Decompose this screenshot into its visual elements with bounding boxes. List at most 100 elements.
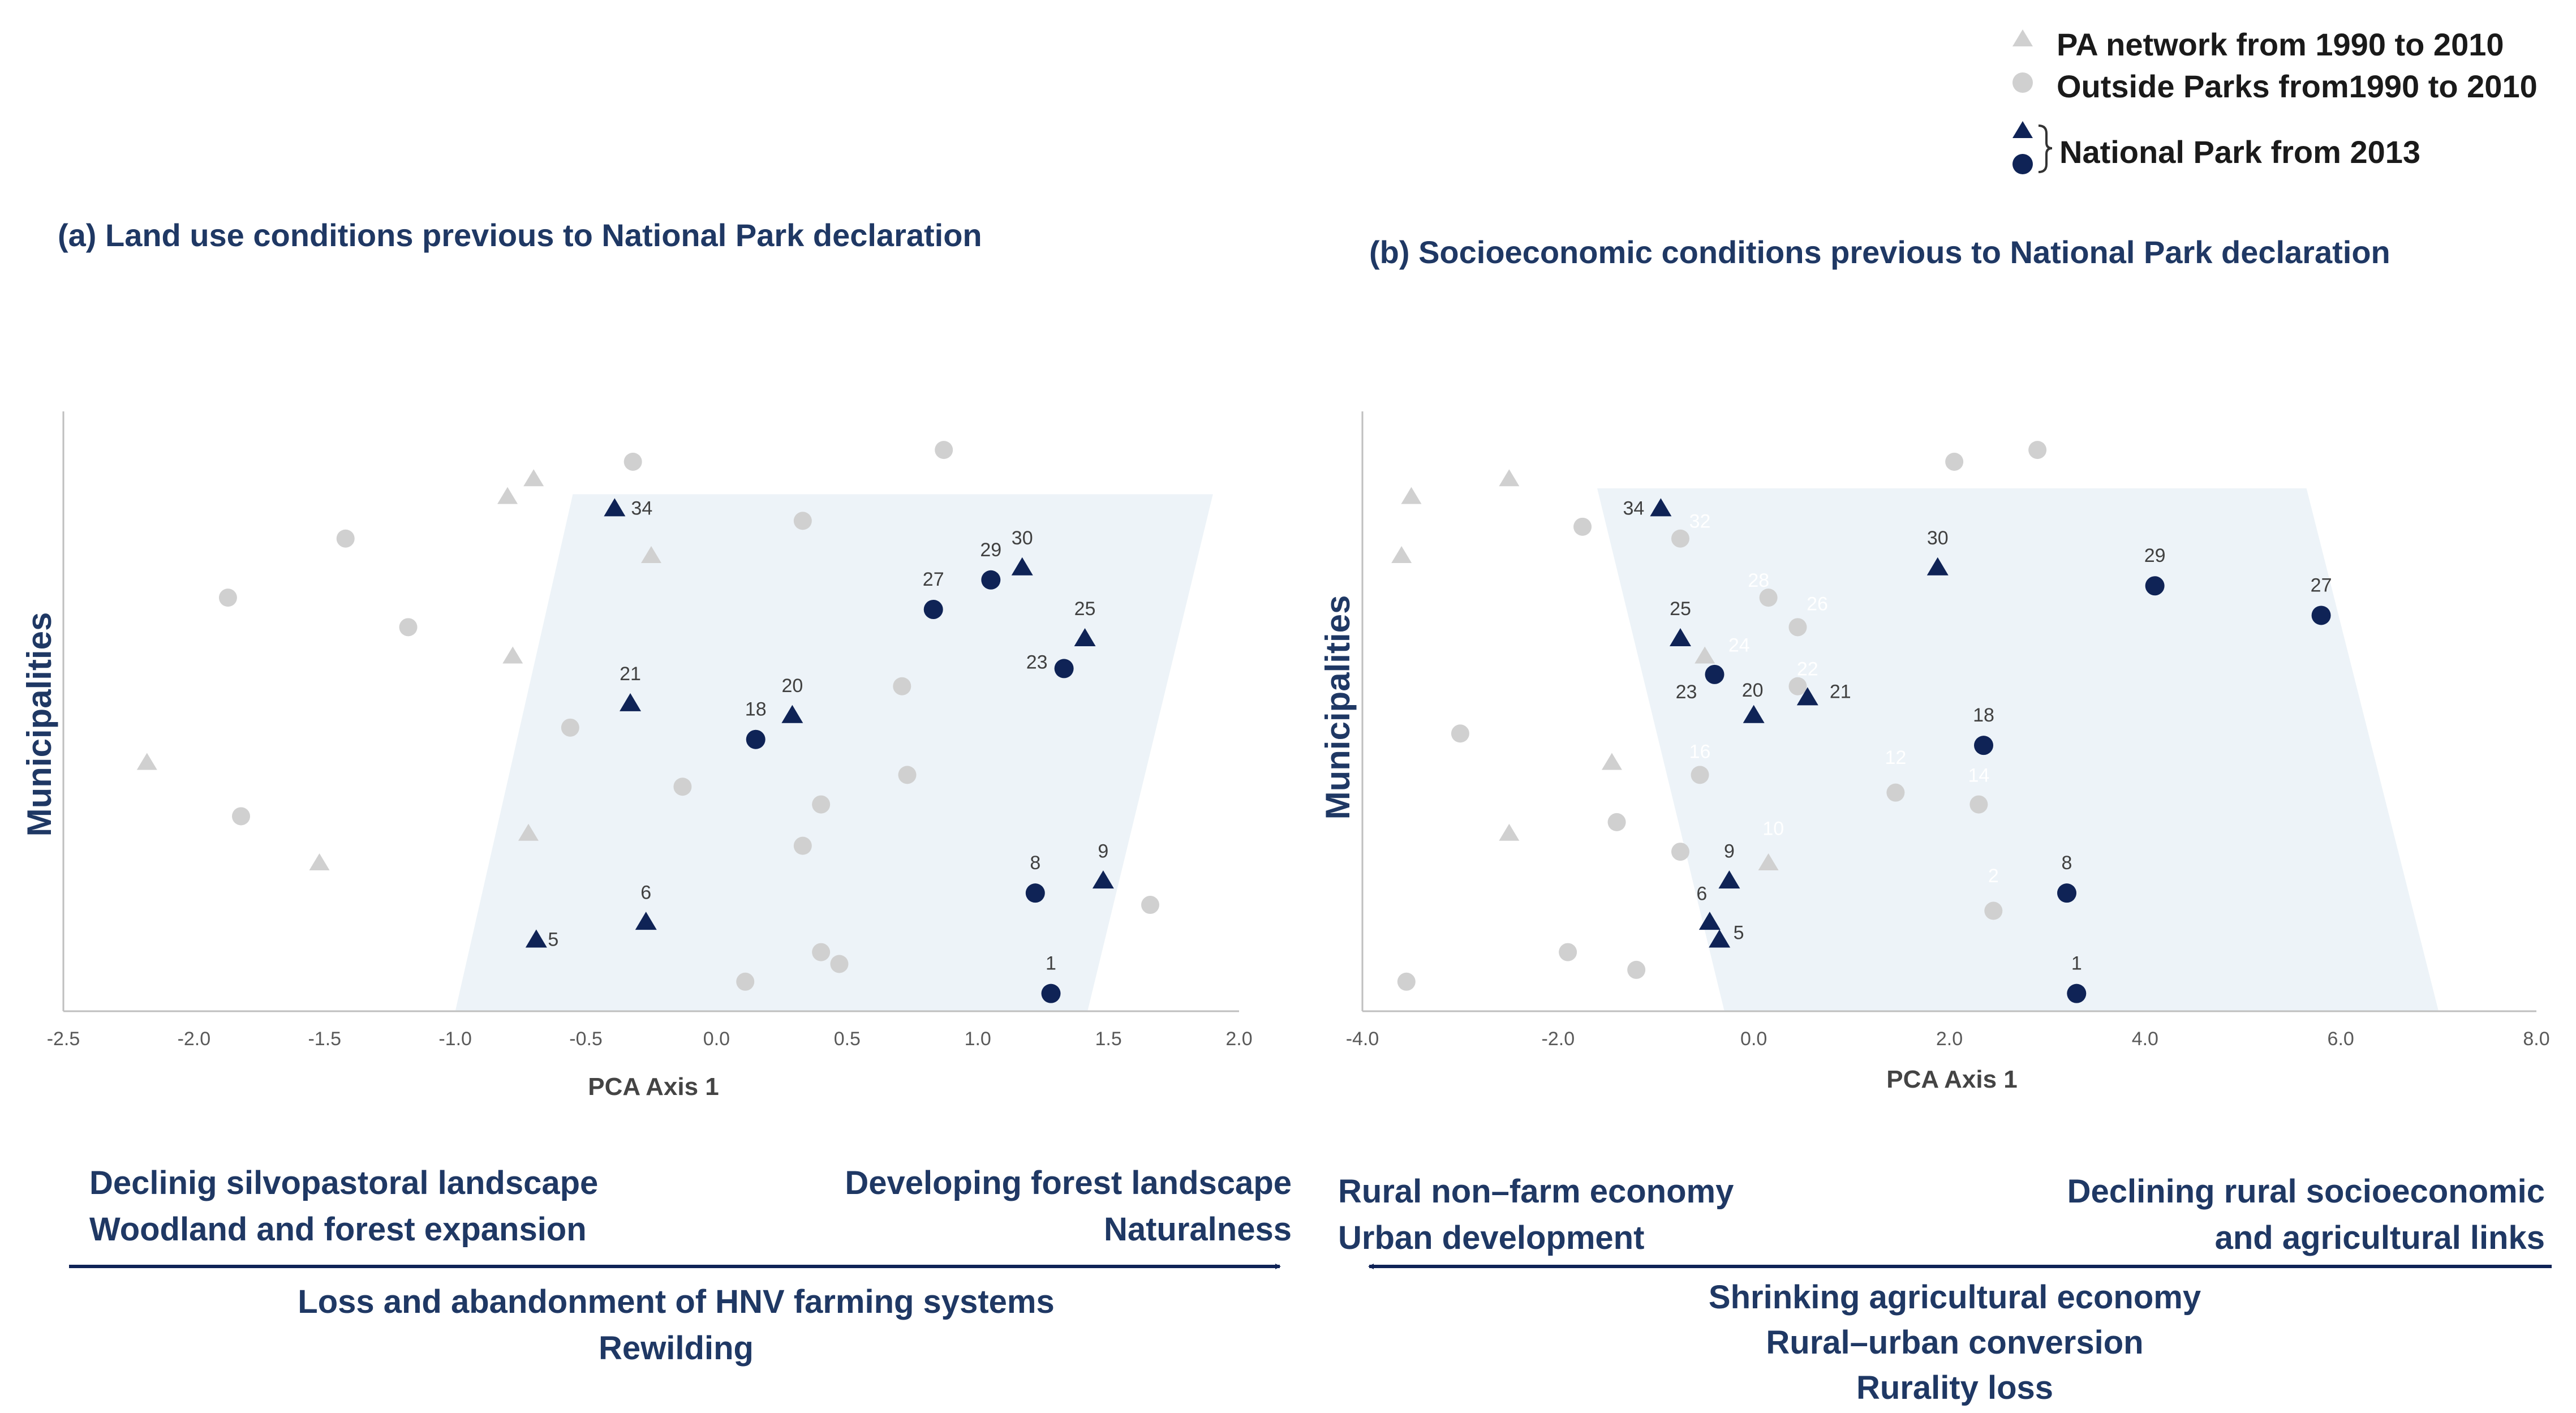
panel-a-x-tick-8: 1.5	[1095, 1028, 1121, 1050]
panel-b-point-label-1: 1	[2071, 953, 2082, 974]
panel-a-x-tick-6: 0.5	[834, 1028, 861, 1050]
panel-b-x-tick-6: 8.0	[2523, 1028, 2549, 1050]
panel-b-point-label-25: 25	[1670, 598, 1691, 620]
panel-b-point-label-23: 23	[1676, 681, 1697, 703]
panel-b-faint-label-0: 32	[1689, 510, 1711, 532]
panel-a-x-tick-4: -0.5	[569, 1028, 603, 1050]
legend-national-park-label: National Park from 2013	[2059, 134, 2420, 170]
legend-outside-parks-marker	[2012, 72, 2033, 93]
panel-b-x-tick-2: 0.0	[1740, 1028, 1767, 1050]
panel-a-marker-s1-12	[793, 836, 812, 855]
panel-a-marker-s2-4	[781, 705, 803, 723]
panel-b-x-tick-5: 6.0	[2328, 1028, 2354, 1050]
panel-b-marker-s0-6	[1695, 646, 1715, 664]
panel-a-left-line2: Woodland and forest expansion	[89, 1211, 587, 1248]
panel-a-marker-s2-5	[1092, 870, 1114, 889]
panel-a-x-tick-1: -2.0	[178, 1028, 211, 1050]
panel-b-marker-s0-3	[1601, 753, 1622, 770]
legend-pa-network-label: PA network from 1990 to 2010	[2057, 27, 2504, 62]
panel-b-faint-label-1: 28	[1748, 570, 1769, 591]
panel-b-marker-s1-1	[2028, 441, 2047, 459]
panel-b-marker-s1-7	[1451, 724, 1469, 743]
panel-a-point-label-23: 23	[1026, 651, 1048, 673]
panel-b-x-tick-4: 4.0	[2132, 1028, 2158, 1050]
panel-b-right-line2: and agricultural links	[2215, 1219, 2545, 1256]
panel-b-marker-s2-7	[1709, 929, 1731, 948]
panel-a-marker-s1-10	[812, 795, 831, 814]
panel-b-faint-label-3: 24	[1728, 635, 1750, 656]
panel-b-point-label-27: 27	[2311, 574, 2332, 596]
panel-b-marker-s3-2	[1705, 664, 1724, 684]
panel-a-marker-s0-0	[497, 487, 518, 504]
panel-a-marker-s1-16	[736, 972, 755, 991]
panel-a-marker-s1-6	[893, 677, 911, 695]
panel-a-national-park-region	[455, 494, 1213, 1011]
panel-a-point-label-20: 20	[781, 675, 803, 697]
panel-a-marker-s2-1	[1011, 557, 1033, 575]
panel-a-marker-s0-3	[502, 646, 523, 664]
panel-a-point-label-5: 5	[548, 929, 558, 951]
panel-b-point-label-21: 21	[1830, 681, 1851, 703]
panel-b-marker-s0-2	[1391, 546, 1412, 564]
panel-a-point-label-21: 21	[620, 663, 641, 685]
panel-a-point-label-29: 29	[980, 539, 1001, 561]
panel-a-marker-s0-4	[136, 753, 157, 770]
panel-a-marker-s0-5	[309, 853, 330, 870]
panel-b-faint-label-7: 14	[1968, 765, 1989, 786]
panel-b-faint-label-9: 2	[1988, 865, 1999, 887]
panel-a-marker-s1-15	[830, 955, 849, 973]
panel-a-x-tick-7: 1.0	[965, 1028, 991, 1050]
panel-b-faint-label-6: 12	[1885, 747, 1906, 768]
panel-a-marker-s1-11	[232, 807, 251, 826]
panel-b-marker-s2-4	[1743, 705, 1765, 723]
panel-a-x-tick-5: 0.0	[703, 1028, 730, 1050]
panel-a-right-line1: Developing forest landscape	[845, 1165, 1292, 1201]
panel-b-marker-s2-5	[1718, 870, 1740, 889]
panel-b-marker-s0-4	[1499, 823, 1520, 841]
panel-a-x-ticks: -2.5 -2.0 -1.5 -1.0 -0.5 0.0 0.5 1.0 1.5 2.0	[47, 1028, 1253, 1050]
panel-b-point-label-8: 8	[2062, 852, 2072, 874]
panel-a-point-label-27: 27	[923, 569, 944, 590]
panel-b-marker-s1-11	[1607, 813, 1626, 831]
panel-b-point-label-30: 30	[1927, 527, 1949, 549]
panel-b-y-axis-title: Municipalities	[1319, 595, 1357, 820]
panel-a-marker-s1-7	[561, 718, 579, 737]
panel-b-marker-s2-2	[1669, 628, 1691, 647]
panel-a-x-axis-title: PCA Axis 1	[588, 1073, 719, 1101]
panel-b-faint-label-8: 10	[1762, 818, 1784, 839]
panel-b-marker-s1-6	[1788, 677, 1807, 695]
panel-a-x-tick-0: -2.5	[47, 1028, 80, 1050]
panel-b-x-tick-1: -2.0	[1542, 1028, 1575, 1050]
legend-national-park-circle	[2012, 154, 2033, 174]
panel-b-marker-s0-1	[1499, 469, 1520, 487]
panel-a-marker-s3-0	[981, 570, 1001, 590]
panel-a-center-line2: Rewilding	[599, 1330, 754, 1367]
panel-a-marker-s2-2	[1074, 628, 1096, 647]
panel-a-marker-s1-9	[898, 766, 917, 784]
legend-national-park-triangle	[2012, 121, 2033, 138]
panel-a-point-label-18: 18	[745, 699, 767, 720]
panel-b-point-label-29: 29	[2144, 545, 2166, 566]
panel-b-marker-s1-3	[1671, 529, 1689, 548]
panel-a-points: 34 30 25 21 20 9 6 5 29 27 23 18 8 1	[136, 441, 1159, 1003]
panel-b-marker-s1-10	[1969, 795, 1988, 814]
panel-b-marker-s0-5	[1758, 853, 1779, 870]
panel-b-marker-s1-16	[1397, 972, 1416, 991]
panel-b-left-line2: Urban development	[1338, 1219, 1644, 1256]
legend: PA network from 1990 to 2010 Outside Par…	[2012, 27, 2538, 174]
panel-a-point-label-9: 9	[1098, 840, 1108, 862]
panel-b-point-label-20: 20	[1742, 680, 1764, 701]
legend-brace	[2038, 124, 2053, 173]
panel-b-point-label-34: 34	[1623, 498, 1644, 519]
panel-a-point-label-1: 1	[1046, 953, 1056, 974]
panel-a-marker-s3-5	[1041, 983, 1061, 1003]
panel-a-point-label-30: 30	[1012, 527, 1033, 549]
panel-b-x-tick-3: 2.0	[1936, 1028, 1963, 1050]
panel-b-marker-s1-12	[1671, 843, 1689, 861]
panel-b-faint-label-4: 22	[1797, 658, 1818, 680]
panel-a-marker-s0-1	[523, 469, 544, 487]
panel-a-marker-s3-1	[923, 600, 943, 620]
panel-b-marker-s2-0	[1650, 498, 1672, 517]
